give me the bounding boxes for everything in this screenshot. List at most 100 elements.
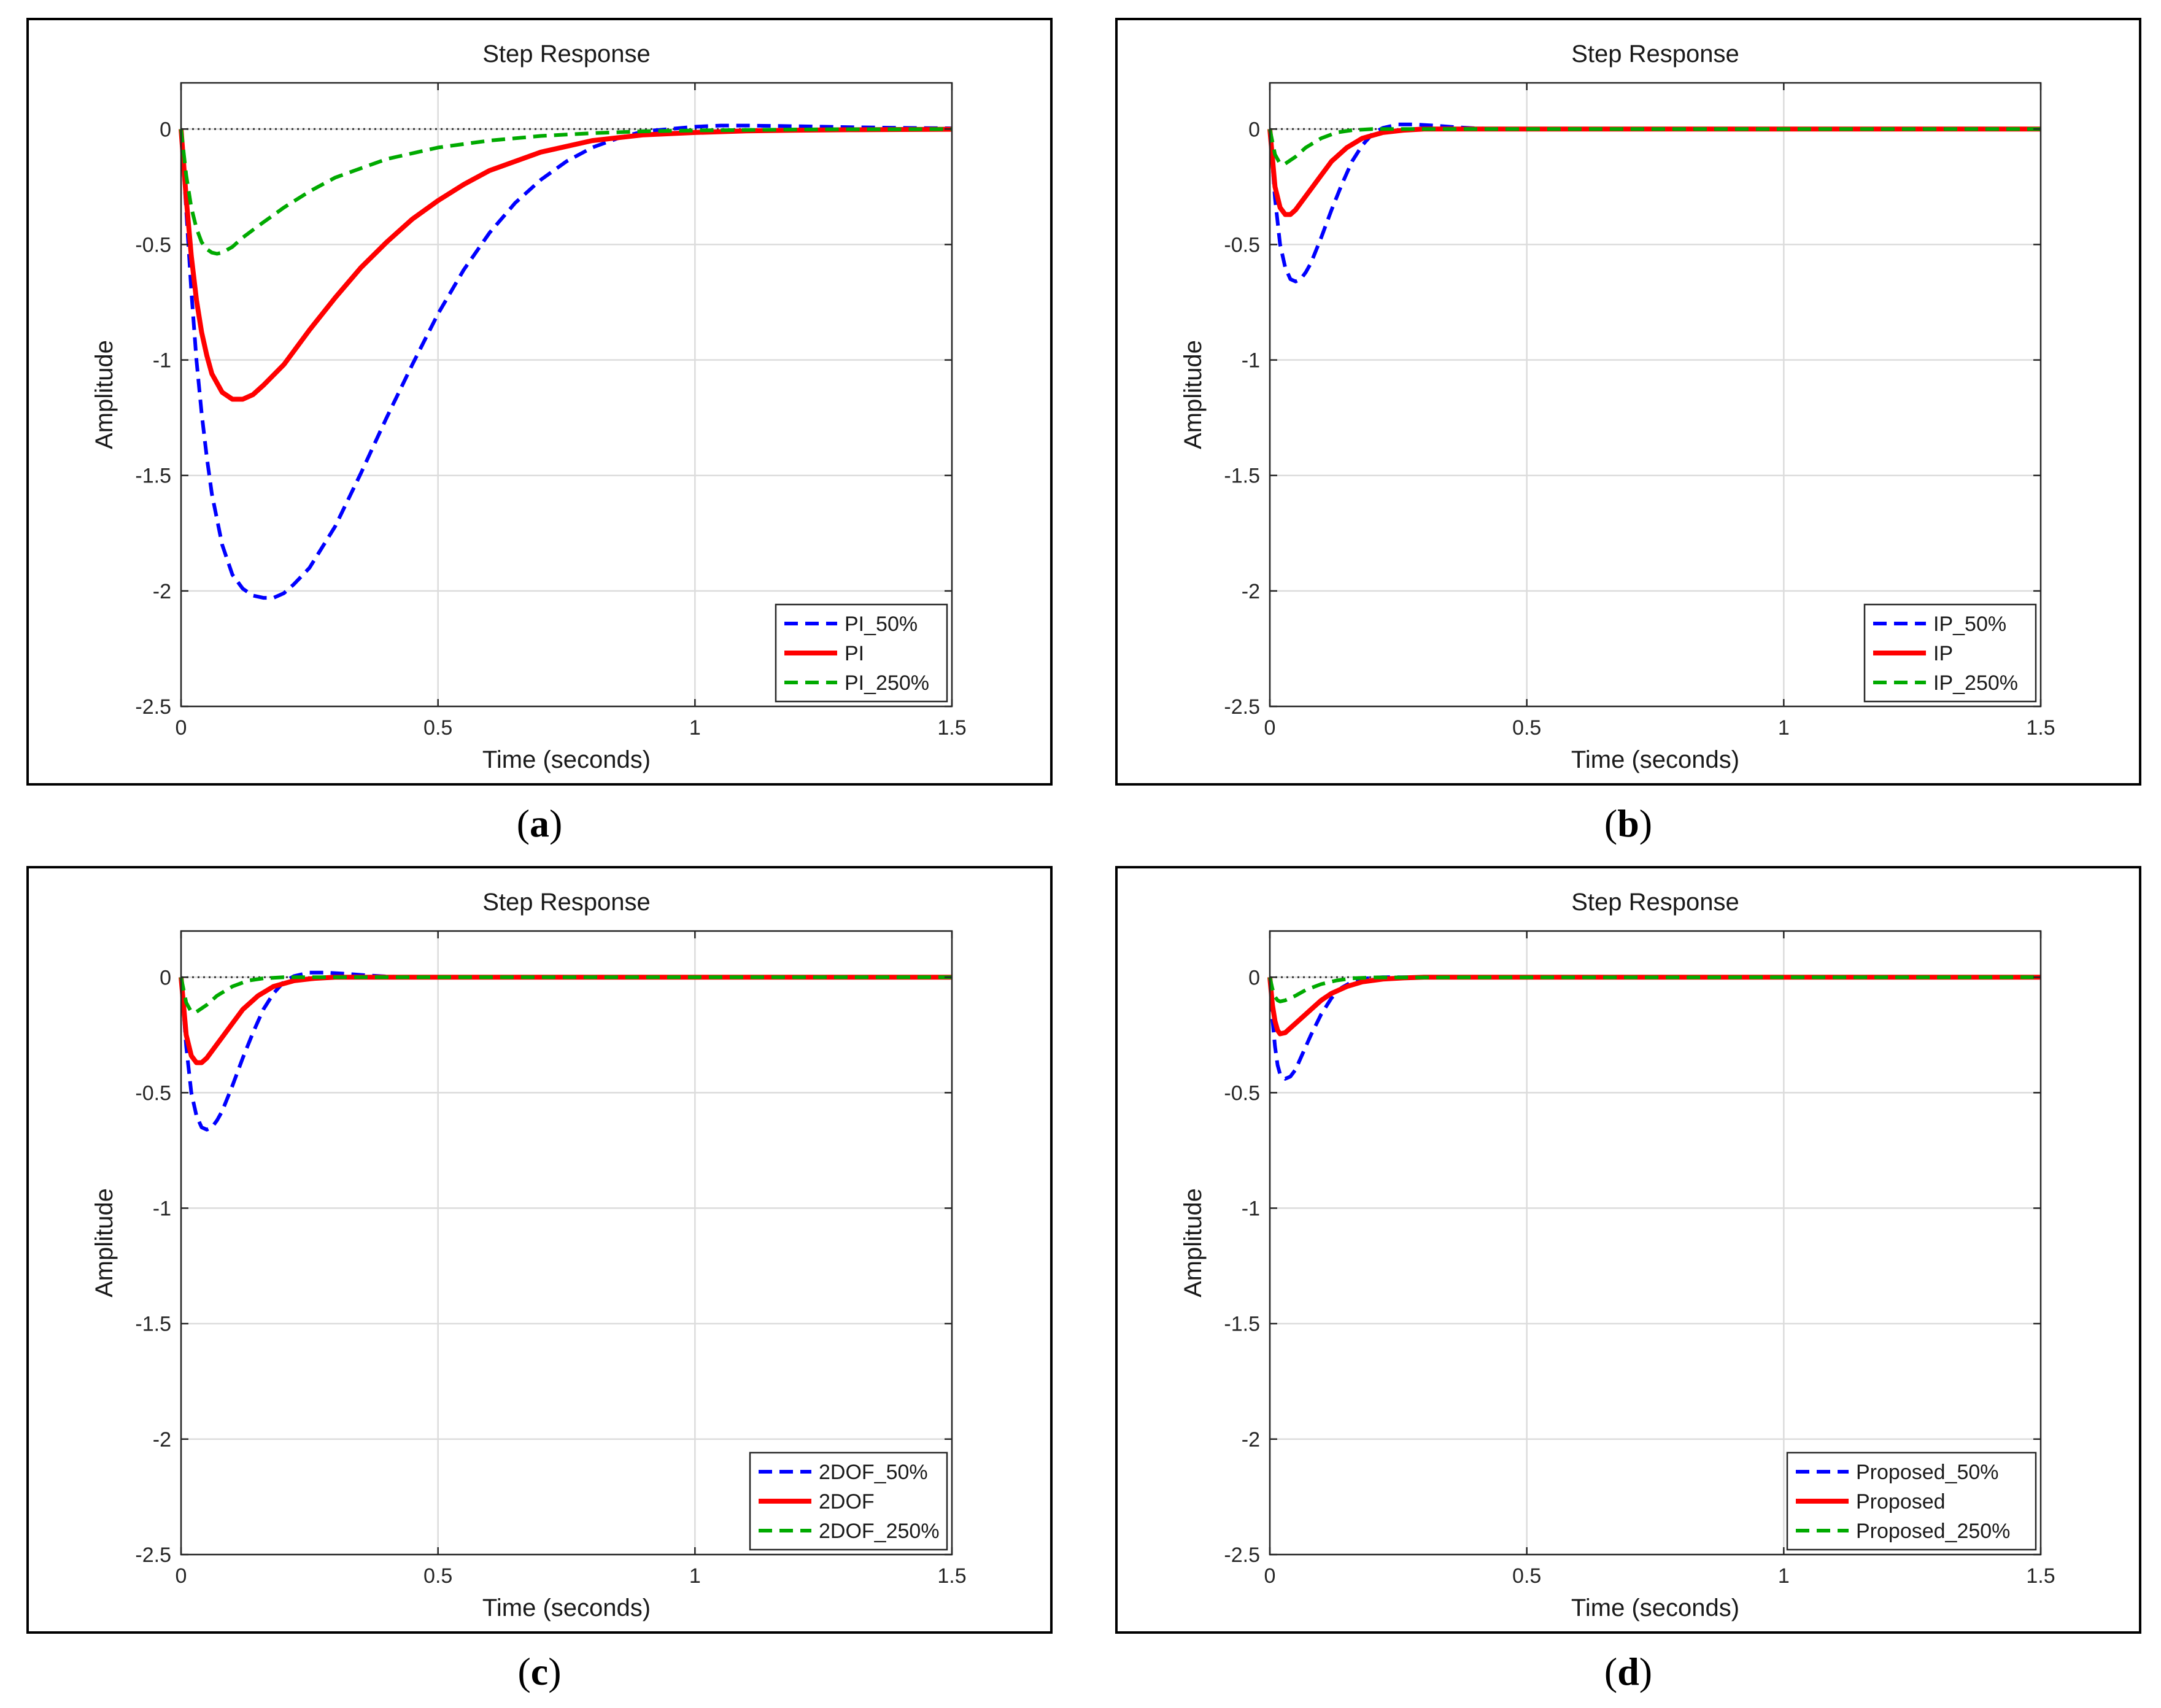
x-tick-label: 0.5 xyxy=(423,716,452,740)
caption-c: (c) xyxy=(517,1650,562,1693)
axes-box xyxy=(1269,82,2042,708)
x-axis-label: Time (seconds) xyxy=(1571,746,1739,773)
legend-label-2dof: 2DOF xyxy=(819,1490,875,1513)
y-tick-label: 0 xyxy=(160,118,171,141)
x-tick-label: 0 xyxy=(1264,716,1276,740)
axes-box xyxy=(180,930,953,1556)
x-tick-label: 1.5 xyxy=(2026,1564,2055,1588)
y-tick-label: -1 xyxy=(153,349,171,373)
legend-label-pi-50pct: PI_50% xyxy=(845,612,918,636)
chart-c: 0 0.5 1 1.5 0 -0.5 -1 -1.5 -2 -2.5 Step Response Ti… xyxy=(91,889,967,1621)
y-tick-label: -2 xyxy=(1242,580,1260,603)
legend-label-ip: IP xyxy=(1933,642,1953,665)
legend-label-pi: PI xyxy=(845,642,864,665)
legend-label-2dof-50pct: 2DOF_50% xyxy=(819,1461,928,1484)
chart-b: 0 0.5 1 1.5 0 -0.5 -1 -1.5 -2 -2.5 Step Response Ti… xyxy=(1180,41,2055,773)
series-line-pi-250pct xyxy=(179,127,953,256)
y-tick-label: 0 xyxy=(1248,118,1260,141)
series-line-proposed-250pct xyxy=(1268,975,2041,1003)
legend-label-proposed-50pct: Proposed_50% xyxy=(1856,1461,1999,1484)
x-tick-label: 1 xyxy=(1778,716,1790,740)
series-line-2dof-50pct xyxy=(179,970,952,1132)
y-tick-label: -2 xyxy=(1242,1428,1260,1451)
axes-background xyxy=(181,931,952,1555)
axes-background xyxy=(1270,931,2041,1555)
legend-label-proposed-250pct: Proposed_250% xyxy=(1856,1520,2010,1543)
x-axis-label: Time (seconds) xyxy=(482,746,651,773)
panel-b: 0 0.5 1 1.5 0 -0.5 -1 -1.5 -2 -2.5 Step Response Ti… xyxy=(1115,18,2141,786)
series-line-2dof xyxy=(179,975,952,1065)
y-tick-label: -1 xyxy=(153,1197,171,1221)
y-tick-label: -0.5 xyxy=(135,233,171,257)
y-tick-label: 0 xyxy=(1248,966,1260,989)
legend-label-proposed: Proposed xyxy=(1856,1490,1946,1513)
y-tick-label: -2 xyxy=(153,580,171,603)
y-tick-label: -2.5 xyxy=(135,695,171,719)
panel-label-b: b xyxy=(1617,802,1639,845)
y-tick-label: 0 xyxy=(160,966,171,989)
legend: PI_50% PI PI_250% xyxy=(775,603,948,703)
x-tick-label: 0.5 xyxy=(423,1564,452,1588)
chart-d: 0 0.5 1 1.5 0 -0.5 -1 -1.5 -2 -2.5 Step Response Ti… xyxy=(1180,889,2055,1621)
x-tick-label: 0 xyxy=(1264,1564,1276,1588)
y-tick-label: -2 xyxy=(153,1428,171,1451)
series-line-pi-50pct xyxy=(179,123,953,600)
y-tick-label: -2.5 xyxy=(1224,1544,1260,1567)
x-tick-label: 1.5 xyxy=(2026,716,2055,740)
chart-a: 0 0.5 1 1.5 0 -0.5 -1 -1.5 -2 -2.5 Step Response Ti… xyxy=(91,41,967,773)
x-tick-label: 1.5 xyxy=(937,1564,966,1588)
y-tick-label: -2.5 xyxy=(1224,695,1260,719)
x-tick-label: 0.5 xyxy=(1512,1564,1541,1588)
series-line-2dof-250pct xyxy=(179,975,952,1014)
caption-a: (a) xyxy=(516,802,563,845)
y-tick-label: -1.5 xyxy=(135,1313,171,1336)
y-tick-label: -1 xyxy=(1242,1197,1260,1221)
panel-a: 0 0.5 1 1.5 0 -0.5 -1 -1.5 -2 -2.5 Step Response Ti… xyxy=(26,18,1053,786)
series-line-ip-50pct xyxy=(1268,122,2041,284)
legend-label-ip-250pct: IP_250% xyxy=(1933,671,2018,695)
y-tick-label: -1.5 xyxy=(1224,1313,1260,1336)
x-axis-label: Time (seconds) xyxy=(1571,1594,1739,1621)
x-tick-label: 0.5 xyxy=(1512,716,1541,740)
y-tick-label: -2.5 xyxy=(135,1544,171,1567)
series-line-ip-250pct xyxy=(1268,127,2041,166)
series-line-pi xyxy=(179,126,953,402)
chart-title: Step Response xyxy=(482,41,651,68)
caption-b: (b) xyxy=(1604,802,1653,845)
x-tick-label: 1 xyxy=(689,716,701,740)
x-axis-label: Time (seconds) xyxy=(482,1594,651,1621)
y-axis-label: Amplitude xyxy=(91,340,118,449)
x-tick-label: 1 xyxy=(1778,1564,1790,1588)
panel-label-a: a xyxy=(530,802,549,845)
x-tick-label: 1 xyxy=(689,1564,701,1588)
x-tick-label: 1.5 xyxy=(937,716,966,740)
panel-c: 0 0.5 1 1.5 0 -0.5 -1 -1.5 -2 -2.5 Step Response Ti… xyxy=(26,866,1053,1634)
axes-box xyxy=(1269,930,2042,1556)
legend: IP_50% IP IP_250% xyxy=(1863,603,2037,703)
axes-background xyxy=(1270,83,2041,706)
y-tick-label: -1.5 xyxy=(1224,465,1260,488)
y-axis-label: Amplitude xyxy=(1180,340,1207,449)
chart-title: Step Response xyxy=(482,889,651,916)
legend-label-pi-250pct: PI_250% xyxy=(845,671,929,695)
caption-d: (d) xyxy=(1604,1650,1653,1693)
y-tick-label: -1 xyxy=(1242,349,1260,373)
y-tick-label: -0.5 xyxy=(1224,1081,1260,1105)
series-line-ip xyxy=(1267,126,2041,217)
legend-label-2dof-250pct: 2DOF_250% xyxy=(819,1520,940,1543)
x-tick-label: 0 xyxy=(176,716,187,740)
legend-label-ip-50pct: IP_50% xyxy=(1933,612,2006,636)
y-tick-label: -0.5 xyxy=(1224,233,1260,257)
chart-title: Step Response xyxy=(1571,41,1739,68)
y-tick-label: -1.5 xyxy=(135,465,171,488)
panel-label-c: c xyxy=(530,1650,549,1693)
axes-background xyxy=(181,83,952,706)
x-tick-label: 0 xyxy=(176,1564,187,1588)
legend: Proposed_50% Proposed Proposed_250% xyxy=(1786,1451,2037,1551)
legend: 2DOF_50% 2DOF 2DOF_250% xyxy=(749,1451,948,1551)
panel-label-d: d xyxy=(1617,1650,1639,1693)
y-axis-label: Amplitude xyxy=(91,1188,118,1297)
chart-title: Step Response xyxy=(1571,889,1739,916)
panel-d: 0 0.5 1 1.5 0 -0.5 -1 -1.5 -2 -2.5 Step Response Ti… xyxy=(1115,866,2141,1634)
